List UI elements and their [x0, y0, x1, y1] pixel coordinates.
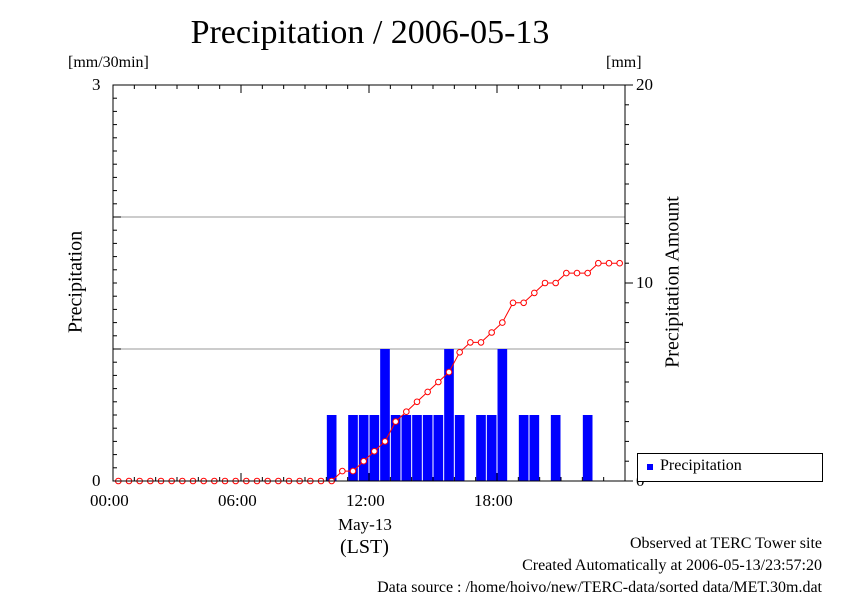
- cumulative-line: [115, 259, 623, 485]
- x-tick-0600: 06:00: [218, 491, 257, 510]
- x-tick-1200: 12:00: [346, 491, 385, 510]
- cumulative-point: [403, 408, 410, 416]
- precip-bar: [369, 415, 380, 481]
- x-date-label: May-13: [338, 515, 392, 534]
- right-axis-unit: [mm]: [606, 54, 642, 71]
- precip-bar: [348, 415, 358, 481]
- precip-bar: [444, 349, 454, 481]
- precip-bar: [390, 415, 401, 481]
- precip-bar: [486, 415, 497, 481]
- x-zone-label: (LST): [340, 536, 389, 558]
- cumulative-point: [573, 269, 581, 277]
- cumulative-point: [605, 259, 613, 267]
- cumulative-point: [435, 378, 442, 386]
- cumulative-point: [520, 299, 527, 307]
- precip-bar: [401, 415, 412, 481]
- precip-bar: [497, 349, 508, 481]
- cumulative-point: [456, 349, 463, 356]
- precip-bar: [380, 349, 390, 481]
- cumulative-point: [424, 388, 431, 396]
- precip-bar: [326, 415, 337, 481]
- cumulative-point: [616, 259, 623, 267]
- precip-bar: [358, 415, 369, 481]
- cumulative-point: [584, 269, 591, 277]
- x-tick-0000: 00:00: [90, 491, 129, 510]
- cumulative-point: [563, 269, 570, 277]
- precip-bar: [476, 415, 486, 481]
- chart-title: Precipitation / 2006-05-13: [190, 14, 550, 51]
- x-tick-1800: 18:00: [474, 491, 513, 510]
- cumulative-point: [360, 457, 367, 465]
- cumulative-point: [531, 289, 538, 297]
- cumulative-point: [467, 339, 474, 346]
- footer-source: Data source : /home/hoivo/new/TERC-data/…: [377, 579, 822, 596]
- precip-bar: [550, 415, 561, 481]
- cumulative-point: [381, 438, 389, 445]
- cumulative-point: [392, 418, 399, 425]
- left-axis-label: Precipitation: [64, 230, 87, 334]
- cumulative-point: [595, 259, 602, 267]
- cumulative-point: [477, 339, 485, 346]
- precipitation-bars: [326, 349, 593, 481]
- precip-bar: [529, 415, 540, 481]
- cumulative-point: [349, 467, 357, 475]
- legend-swatch-icon: [647, 464, 653, 470]
- cumulative-point: [541, 279, 549, 287]
- precip-bar: [518, 415, 529, 481]
- precip-bar: [422, 415, 433, 481]
- right-tick-20: 20: [636, 75, 653, 94]
- precip-bar: [582, 415, 593, 481]
- precip-bar: [433, 415, 444, 481]
- cumulative-point: [413, 398, 421, 406]
- cumulative-point: [499, 319, 506, 326]
- right-tick-10: 10: [636, 273, 653, 292]
- gridlines: [113, 216, 625, 350]
- cumulative-polyline: [118, 262, 620, 482]
- left-tick-0: 0: [92, 471, 101, 490]
- right-axis-label: Precipitation Amount: [661, 196, 684, 368]
- cumulative-point: [488, 329, 495, 336]
- cumulative-point: [371, 448, 378, 455]
- left-tick-3: 3: [92, 75, 101, 94]
- legend: Precipitation: [637, 453, 823, 482]
- plot-frame: [112, 84, 633, 482]
- cumulative-point: [509, 299, 517, 307]
- cumulative-point: [339, 467, 346, 475]
- footer-created: Created Automatically at 2006-05-13/23:5…: [522, 557, 822, 574]
- footer-site: Observed at TERC Tower site: [629, 535, 822, 552]
- precip-bar: [454, 415, 465, 481]
- precip-bar: [412, 415, 422, 481]
- cumulative-point: [552, 279, 559, 287]
- left-axis-unit: [mm/30min]: [68, 54, 149, 71]
- cumulative-point: [445, 368, 453, 376]
- legend-label: Precipitation: [660, 457, 742, 474]
